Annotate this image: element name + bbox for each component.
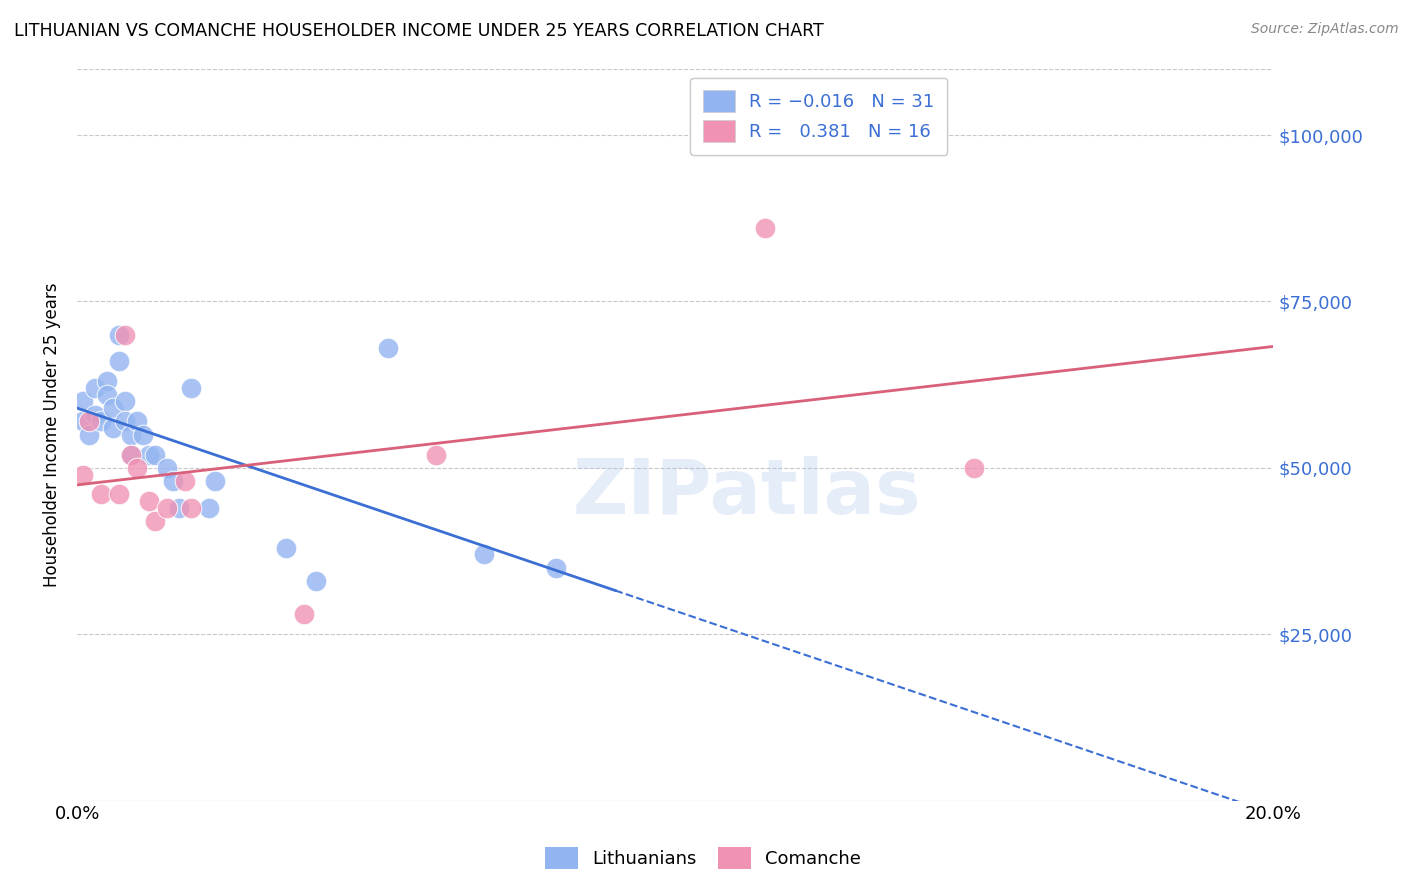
Point (204, 474, 226, 488)
Point (544, 560, 567, 574)
Legend: R = −0.016   N = 31, R =   0.381   N = 16: R = −0.016 N = 31, R = 0.381 N = 16 (690, 78, 948, 155)
Point (96, 387, 118, 401)
Point (377, 341, 399, 355)
Point (754, 221, 776, 235)
Point (90, 414, 112, 428)
Text: LITHUANIAN VS COMANCHE HOUSEHOLDER INCOME UNDER 25 YEARS CORRELATION CHART: LITHUANIAN VS COMANCHE HOUSEHOLDER INCOM… (14, 22, 824, 40)
Point (72, 467, 94, 482)
Point (114, 394, 136, 409)
Text: Source: ZipAtlas.com: Source: ZipAtlas.com (1251, 22, 1399, 37)
Point (125, 460, 148, 475)
Text: ZIPatlas: ZIPatlas (572, 456, 921, 530)
Point (77, 414, 100, 428)
Point (84, 381, 107, 395)
Point (114, 327, 136, 342)
Point (120, 427, 142, 442)
Point (156, 500, 179, 515)
Point (125, 414, 148, 428)
Point (143, 448, 166, 462)
Point (120, 448, 142, 462)
Point (96, 374, 118, 388)
Point (72, 394, 94, 409)
Point (173, 474, 195, 488)
Y-axis label: Householder Income Under 25 years: Householder Income Under 25 years (44, 283, 60, 587)
Point (305, 574, 328, 588)
Point (114, 414, 136, 428)
Point (180, 500, 202, 515)
Point (162, 474, 184, 488)
Point (90, 487, 112, 501)
Point (108, 487, 131, 501)
Point (108, 327, 131, 342)
Point (138, 494, 160, 508)
Point (180, 381, 202, 395)
Point (276, 541, 298, 555)
Point (132, 427, 155, 442)
Point (108, 354, 131, 368)
Point (472, 547, 495, 561)
Point (963, 460, 986, 475)
Point (84, 408, 107, 422)
Point (167, 500, 190, 515)
Legend: Lithuanians, Comanche: Lithuanians, Comanche (536, 838, 870, 879)
Point (77, 427, 100, 442)
Point (425, 448, 447, 462)
Point (156, 460, 179, 475)
Point (197, 500, 219, 515)
Point (120, 448, 142, 462)
Point (101, 421, 124, 435)
Point (101, 401, 124, 415)
Point (72, 414, 94, 428)
Point (292, 607, 315, 622)
Point (138, 448, 160, 462)
Point (143, 514, 166, 528)
